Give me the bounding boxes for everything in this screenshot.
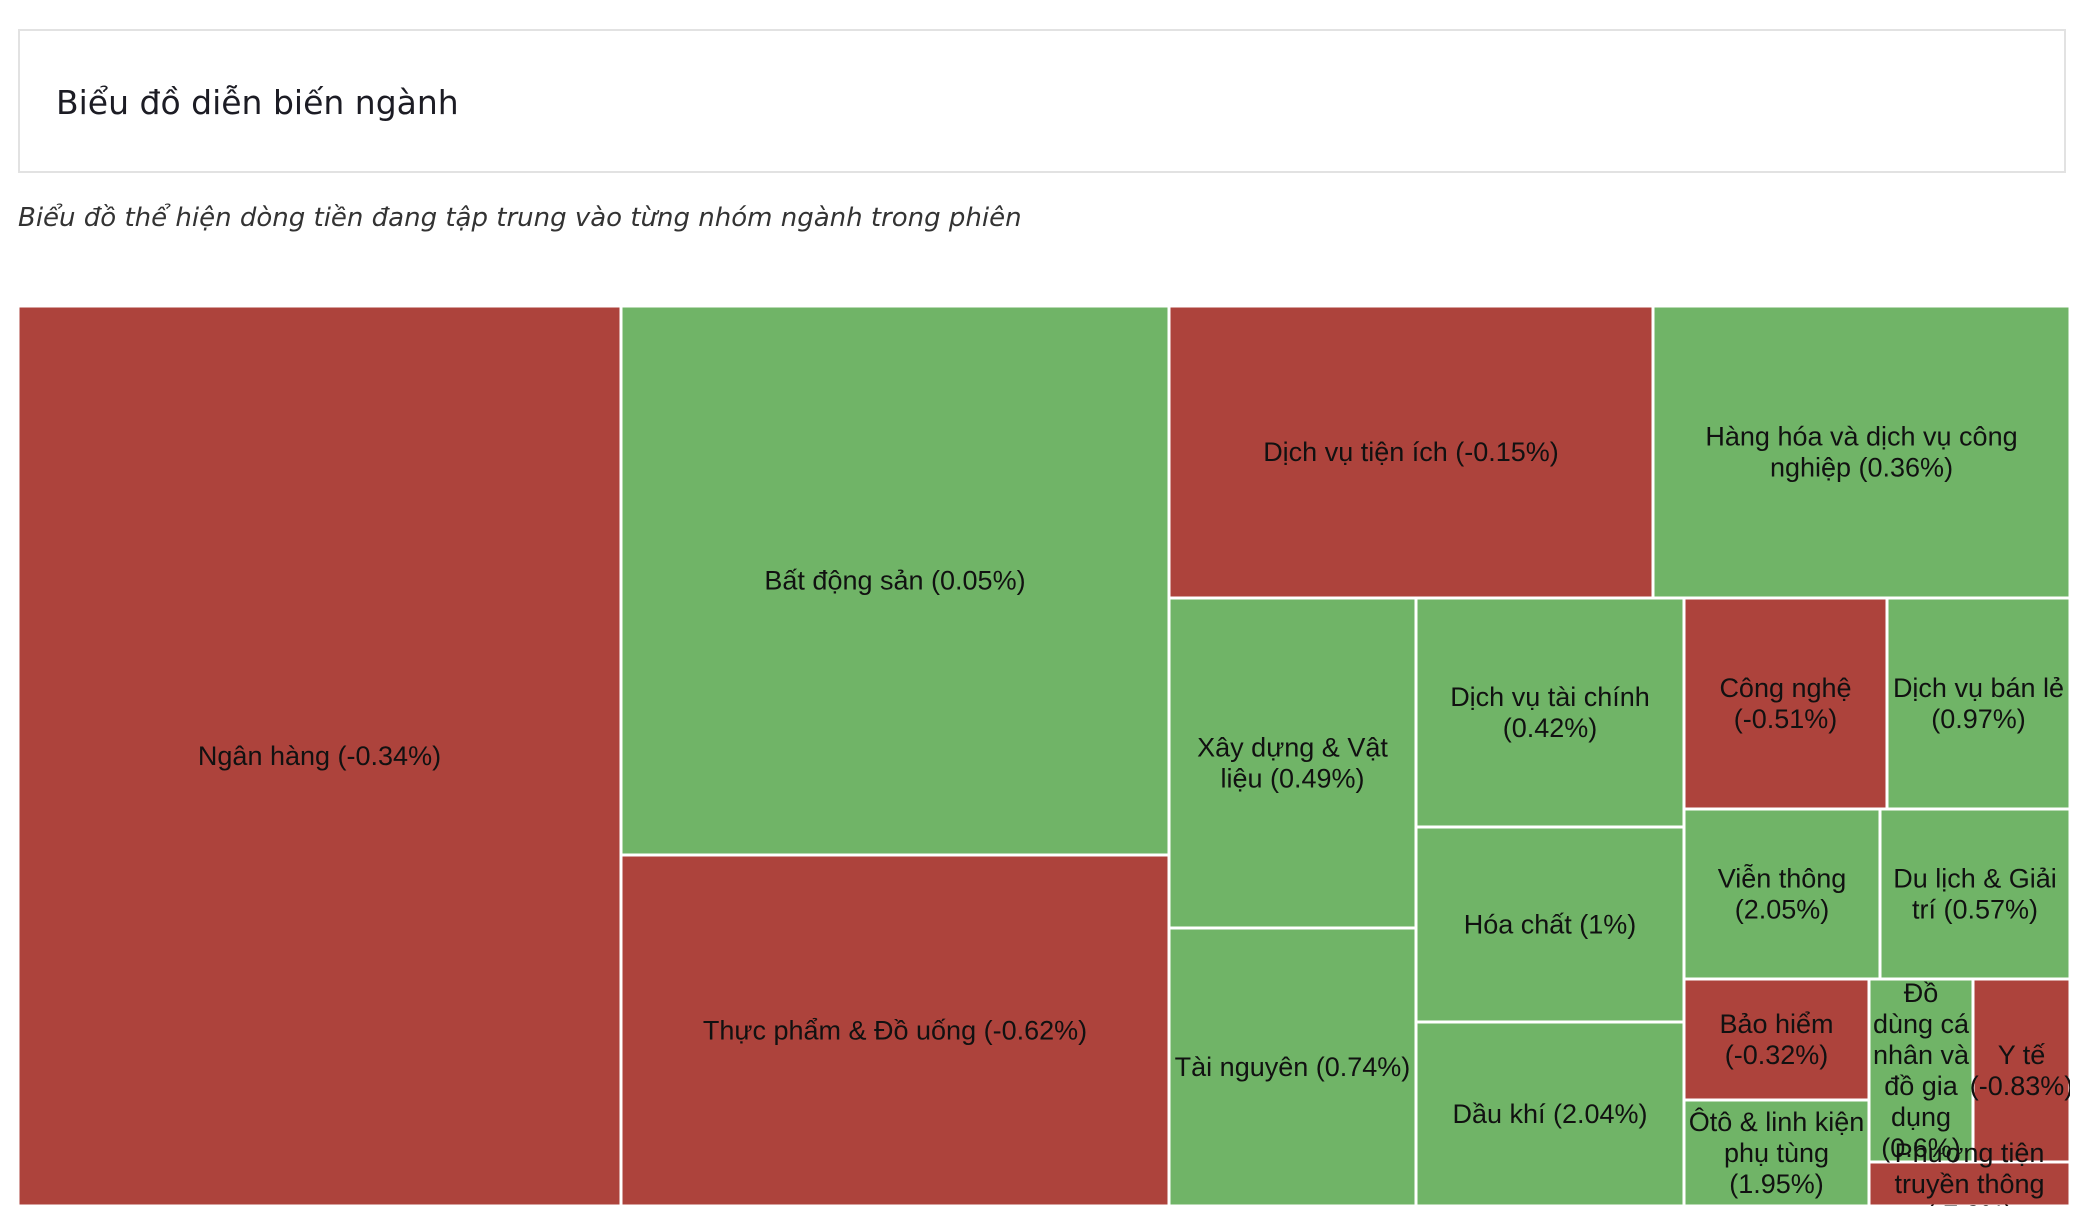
treemap-label-du-lich-giai-tri: Du lịch & Giải trí (0.57%) <box>1893 864 2057 925</box>
treemap-label-hang-hoa-va-dich-vu-cong-nghiep: Hàng hóa và dịch vụ công nghiệp (0.36%) <box>1705 422 2017 483</box>
treemap-cell-thuc-pham-do-uong[interactable] <box>619 853 1171 1206</box>
treemap-label-thuc-pham-do-uong: Thực phẩm & Đồ uống (-0.62%) <box>703 1016 1087 1046</box>
treemap-cell-phuong-tien-truyen-thong[interactable] <box>1867 1160 2070 1206</box>
chart-header-box: Biểu đồ diễn biến ngành <box>18 29 2066 173</box>
treemap-label-tai-nguyen: Tài nguyên (0.74%) <box>1175 1052 1411 1082</box>
treemap-label-do-dung-ca-nhan-va-do-gia-dung: Đồ dùng cá nhân và đồ gia dụng (0.6%) <box>1873 978 1970 1163</box>
treemap-cell-dich-vu-ban-le[interactable] <box>1885 596 2070 811</box>
treemap-cell-dich-vu-tien-ich[interactable] <box>1167 306 1655 600</box>
treemap-label-dich-vu-tai-chinh: Dịch vụ tài chính (0.42%) <box>1450 682 1650 743</box>
treemap-label-y-te: Y tế (-0.83%) <box>1970 1040 2074 1101</box>
treemap-cell-dich-vu-tai-chinh[interactable] <box>1414 596 1686 829</box>
treemap-label-bao-hiem: Bảo hiểm (-0.32%) <box>1719 1009 1833 1070</box>
treemap-cell-bao-hiem[interactable] <box>1682 977 1871 1102</box>
treemap-cell-du-lich-giai-tri[interactable] <box>1878 807 2070 981</box>
treemap-label-ngan-hang: Ngân hàng (-0.34%) <box>198 741 441 771</box>
treemap-label-phuong-tien-truyen-thong: Phương tiện truyền thông (-7.9%) <box>1894 1138 2044 1220</box>
treemap-cell-hoa-chat[interactable] <box>1414 825 1686 1024</box>
treemap-cell-tai-nguyen[interactable] <box>1167 926 1418 1206</box>
treemap-label-dau-khi: Dầu khí (2.04%) <box>1452 1099 1647 1129</box>
treemap-cell-dau-khi[interactable] <box>1414 1020 1686 1206</box>
treemap-label-dich-vu-ban-le: Dịch vụ bán lẻ (0.97%) <box>1893 673 2064 734</box>
treemap-label-hoa-chat: Hóa chất (1%) <box>1464 910 1637 940</box>
page-title: Biểu đồ diễn biến ngành <box>56 83 459 122</box>
treemap-label-xay-dung-vat-lieu: Xây dựng & Vật liệu (0.49%) <box>1197 733 1388 794</box>
treemap-label-dich-vu-tien-ich: Dịch vụ tiện ích (-0.15%) <box>1263 437 1559 467</box>
treemap-cell-vien-thong[interactable] <box>1682 807 1882 981</box>
treemap-cell-oto-linh-kien-phu-tung[interactable] <box>1682 1098 1871 1206</box>
treemap-cell-hang-hoa-va-dich-vu-cong-nghiep[interactable] <box>1651 306 2070 600</box>
treemap-cell-cong-nghe[interactable] <box>1682 596 1889 811</box>
treemap-cell-do-dung-ca-nhan-va-do-gia-dung[interactable] <box>1867 977 1975 1164</box>
treemap-label-bat-dong-san: Bất động sản (0.05%) <box>764 566 1025 596</box>
treemap-label-vien-thong: Viễn thông (2.05%) <box>1718 863 1847 925</box>
treemap-label-oto-linh-kien-phu-tung: Ôtô & linh kiện phụ tùng (1.95%) <box>1689 1106 1865 1199</box>
chart-subtitle: Biểu đồ thể hiện dòng tiền đang tập trun… <box>18 203 1022 233</box>
treemap-label-cong-nghe: Công nghệ (-0.51%) <box>1719 673 1851 734</box>
